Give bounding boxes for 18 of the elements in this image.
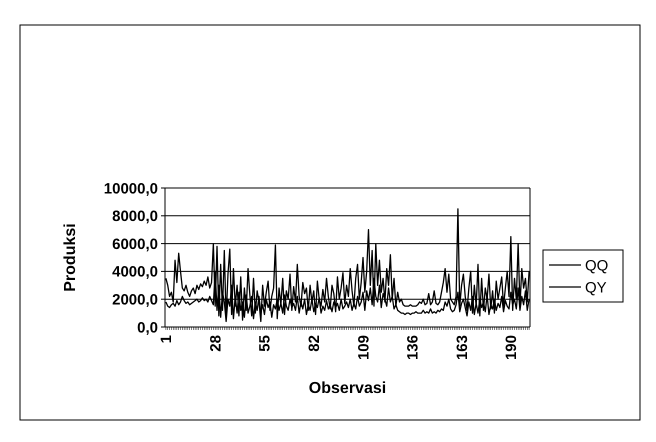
y-tick-label: 4000,0 [112,264,158,281]
x-tick-label: 136 [404,335,422,360]
x-tick-label: 163 [454,335,471,360]
y-tick-label: 6000,0 [112,236,158,253]
x-tick-label: 55 [256,335,274,352]
y-axis-title: Produksi [62,223,79,292]
x-tick-label: 28 [207,335,224,352]
x-tick-label: 1 [158,335,176,344]
x-axis-title: Observasi [308,380,386,397]
x-tick-label: 82 [306,335,323,352]
y-tick-label: 2000,0 [112,291,158,308]
y-tick-label: 8000,0 [112,208,158,226]
legend-label: QQ [585,257,608,274]
legend-label: QY [585,279,607,296]
y-tick-label: 0,0 [137,319,158,336]
x-tick-label: 109 [355,335,372,360]
x-tick-label: 190 [503,335,520,360]
y-tick-label: 10000,0 [104,180,158,198]
